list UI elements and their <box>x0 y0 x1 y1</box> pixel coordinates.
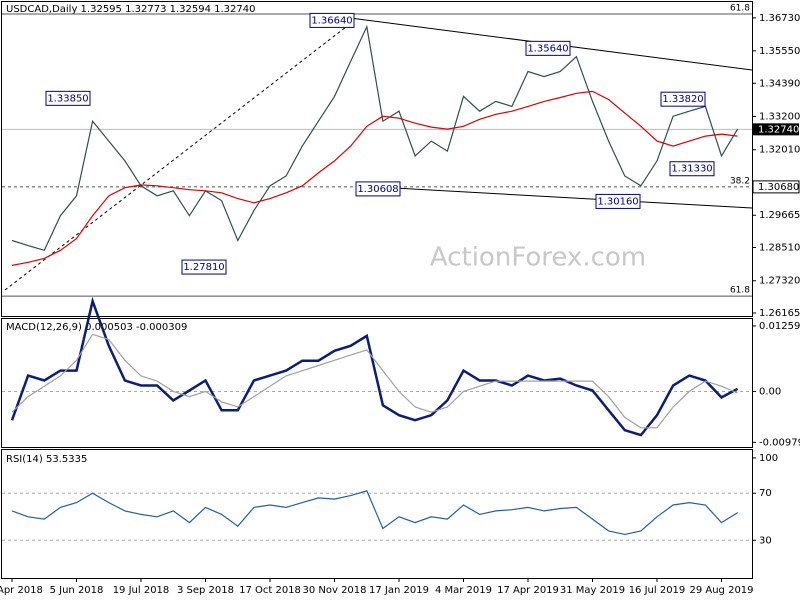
x-tick-label: 17 Oct 2018 <box>239 585 301 596</box>
annotation-label: 1.33820 <box>662 94 703 105</box>
y-tick-label: 1.27320 <box>759 276 800 287</box>
y-tick-label: 1.33200 <box>759 111 800 122</box>
annotation-box <box>595 193 641 209</box>
series-line <box>11 90 738 266</box>
last-price-tag <box>753 123 799 136</box>
annotation-label: 1.36640 <box>311 15 352 26</box>
x-tick-label: 5 Jun 2018 <box>50 585 104 596</box>
y-tick-label: 1.35550 <box>759 46 800 57</box>
annotation-label: 1.33850 <box>47 93 88 104</box>
y-tick-label: 0.012599 <box>759 321 800 332</box>
price-tag <box>752 180 800 194</box>
chart-title: USDCAD,Daily 1.32595 1.32773 1.32594 1.3… <box>6 4 256 15</box>
annotation-box <box>669 161 715 177</box>
y-tick-label: 1.36730 <box>759 13 800 24</box>
price-panel <box>1 1 753 317</box>
price-tag-label: 1.30680 <box>758 182 799 193</box>
annotation-label: 1.35640 <box>527 43 568 54</box>
x-tick-label: 16 Jul 2019 <box>629 585 686 596</box>
x-tick-label: 30 Nov 2018 <box>302 585 366 596</box>
rsi-panel <box>1 449 753 579</box>
annotation-box <box>181 259 227 275</box>
fib-label: 61.8 <box>730 286 750 296</box>
series-line <box>11 333 738 429</box>
annotation-box <box>660 91 706 107</box>
series-line <box>11 24 739 252</box>
annotation-box <box>309 12 355 28</box>
last-price-label: 1.32740 <box>758 124 799 135</box>
annotation-label: 1.30160 <box>597 196 638 207</box>
watermark: ActionForex.com <box>430 243 646 273</box>
macd-panel <box>1 318 753 448</box>
trend-line <box>4 19 356 291</box>
y-tick-label: 1.28510 <box>759 243 800 254</box>
x-tick-label: 4 Mar 2019 <box>435 585 492 596</box>
series-line <box>10 296 739 437</box>
x-tick-label: 29 Aug 2019 <box>689 585 753 596</box>
fib-label: 38.2 <box>730 176 750 186</box>
x-tick-label: 19 Jul 2018 <box>113 585 170 596</box>
y-tick-label: -0.00979 <box>759 437 800 448</box>
annotation-box <box>45 90 91 106</box>
annotation-label: 1.31330 <box>671 164 712 175</box>
annotation-box <box>525 40 571 56</box>
y-tick-label: 1.32010 <box>759 145 800 156</box>
annotation-box <box>355 181 401 197</box>
annotation-label: 1.30608 <box>357 184 398 195</box>
y-tick-label: 30 <box>759 535 772 546</box>
trend-line <box>357 185 753 209</box>
y-tick-label: 70 <box>759 488 772 499</box>
y-tick-label: 100 <box>759 453 778 464</box>
y-tick-label: 1.34390 <box>759 78 800 89</box>
x-tick-label: 17 Jan 2019 <box>369 585 429 596</box>
annotation-label: 1.27810 <box>183 262 224 273</box>
fib-label: 61.8 <box>730 3 750 13</box>
macd-title: MACD(12,26,9) 0.000503 -0.000309 <box>6 322 187 333</box>
x-tick-label: 20 Apr 2018 <box>0 585 43 596</box>
x-tick-label: 31 May 2019 <box>560 585 625 596</box>
x-tick-label: 17 Apr 2019 <box>497 585 559 596</box>
y-tick-label: 1.29665 <box>759 210 800 221</box>
x-tick-label: 3 Sep 2018 <box>177 585 234 596</box>
y-tick-label: 1.26165 <box>759 308 800 319</box>
series-line <box>11 490 738 536</box>
y-tick-label: 0.00 <box>759 386 781 397</box>
rsi-title: RSI(14) 53.5335 <box>6 454 87 465</box>
